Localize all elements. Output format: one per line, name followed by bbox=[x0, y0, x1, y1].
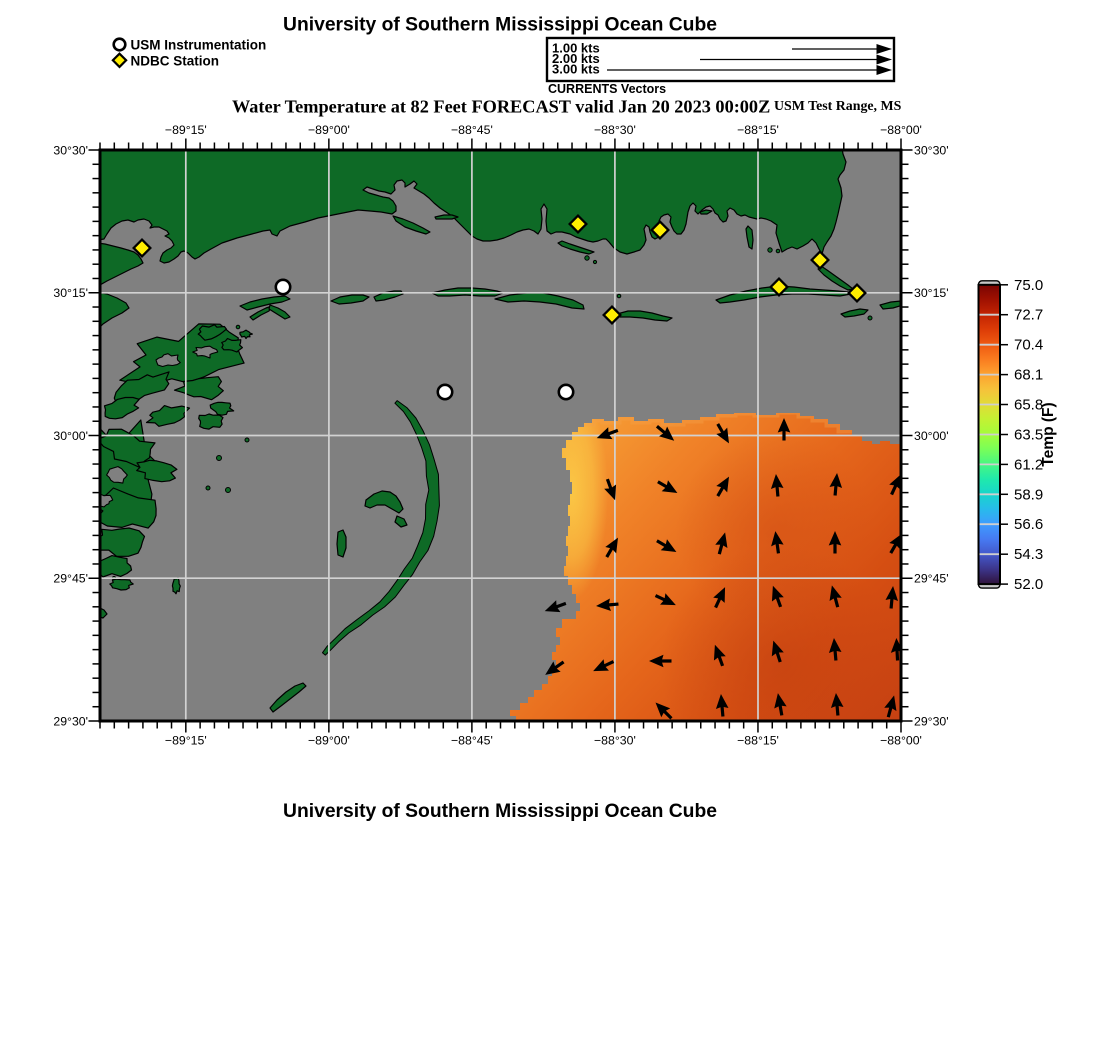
svg-text:2.00 kts: 2.00 kts bbox=[552, 51, 600, 66]
svg-text:63.5: 63.5 bbox=[1014, 427, 1043, 444]
svg-text:65.8: 65.8 bbox=[1014, 397, 1043, 414]
svg-text:30°30': 30°30' bbox=[53, 143, 88, 157]
svg-text:−88°15': −88°15' bbox=[737, 123, 779, 137]
svg-text:NDBC Station: NDBC Station bbox=[131, 53, 220, 68]
svg-text:CURRENTS Vectors: CURRENTS Vectors bbox=[548, 82, 666, 96]
svg-text:−89°15': −89°15' bbox=[165, 123, 207, 137]
svg-text:−89°00': −89°00' bbox=[308, 123, 350, 137]
svg-text:−89°00': −89°00' bbox=[308, 734, 350, 748]
svg-text:72.7: 72.7 bbox=[1014, 307, 1043, 324]
svg-text:68.1: 68.1 bbox=[1014, 367, 1043, 384]
svg-text:61.2: 61.2 bbox=[1014, 456, 1043, 473]
svg-text:−88°30': −88°30' bbox=[594, 123, 636, 137]
svg-text:Temp (F): Temp (F) bbox=[1040, 402, 1057, 466]
svg-text:−88°30': −88°30' bbox=[594, 734, 636, 748]
svg-text:29°30': 29°30' bbox=[914, 714, 949, 728]
svg-text:30°00': 30°00' bbox=[914, 429, 949, 443]
svg-text:30°15': 30°15' bbox=[914, 286, 949, 300]
svg-text:−89°15': −89°15' bbox=[165, 734, 207, 748]
svg-text:−88°45': −88°45' bbox=[451, 734, 493, 748]
svg-text:70.4: 70.4 bbox=[1014, 337, 1043, 354]
svg-text:1.00 kts: 1.00 kts bbox=[552, 40, 600, 55]
svg-text:−88°45': −88°45' bbox=[451, 123, 493, 137]
svg-text:75.0: 75.0 bbox=[1014, 277, 1043, 294]
svg-text:USM Instrumentation: USM Instrumentation bbox=[131, 38, 267, 53]
svg-text:52.0: 52.0 bbox=[1014, 576, 1043, 593]
svg-text:−88°00': −88°00' bbox=[880, 123, 922, 137]
svg-text:University of Southern Mississ: University of Southern Mississippi Ocean… bbox=[283, 801, 717, 822]
svg-text:29°30': 29°30' bbox=[53, 714, 88, 728]
svg-text:30°15': 30°15' bbox=[53, 286, 88, 300]
svg-text:29°45': 29°45' bbox=[53, 572, 88, 586]
svg-text:54.3: 54.3 bbox=[1014, 546, 1043, 563]
svg-text:−88°00': −88°00' bbox=[880, 734, 922, 748]
svg-text:University of Southern Mississ: University of Southern Mississippi Ocean… bbox=[283, 15, 717, 36]
svg-text:−88°15': −88°15' bbox=[737, 734, 779, 748]
svg-text:3.00 kts: 3.00 kts bbox=[552, 61, 600, 76]
svg-text:Water Temperature at 82 Feet F: Water Temperature at 82 Feet FORECAST va… bbox=[232, 97, 770, 117]
svg-text:58.9: 58.9 bbox=[1014, 486, 1043, 503]
svg-text:USM Test Range, MS: USM Test Range, MS bbox=[774, 99, 902, 114]
svg-text:56.6: 56.6 bbox=[1014, 516, 1043, 533]
svg-text:30°00': 30°00' bbox=[53, 429, 88, 443]
svg-text:30°30': 30°30' bbox=[914, 143, 949, 157]
svg-text:29°45': 29°45' bbox=[914, 572, 949, 586]
